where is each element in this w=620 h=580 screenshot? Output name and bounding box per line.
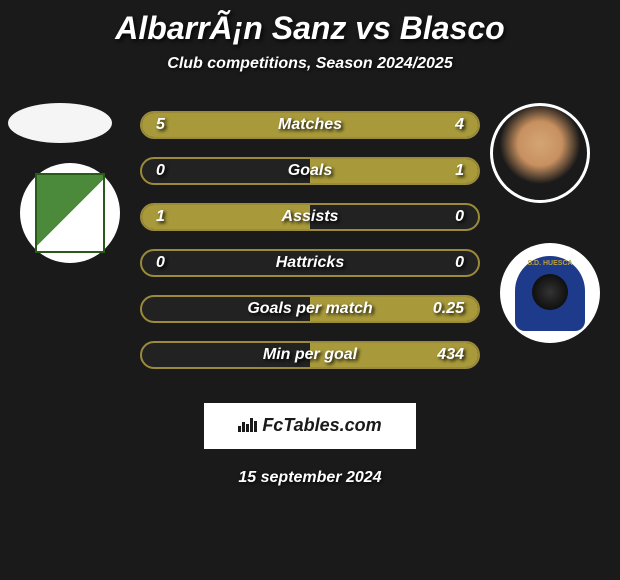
stats-list: 5 Matches 4 0 Goals 1 1 Assists 0 <box>140 111 480 387</box>
club-left-badge <box>20 163 120 263</box>
comparison-card: AlbarrÃ¡n Sanz vs Blasco Club competitio… <box>0 0 620 497</box>
stat-row-matches: 5 Matches 4 <box>140 111 480 139</box>
stat-value-right: 1 <box>455 162 464 180</box>
player-right-avatar <box>490 103 590 203</box>
stat-value-right: 0.25 <box>433 300 464 318</box>
stat-value-right: 4 <box>455 116 464 134</box>
stat-row-assists: 1 Assists 0 <box>140 203 480 231</box>
main-area: S.D. HUESCA 5 Matches 4 0 Goals 1 1 <box>0 103 620 383</box>
stat-row-gpm: Goals per match 0.25 <box>140 295 480 323</box>
stat-label: Min per goal <box>142 346 478 364</box>
stat-value-right: 434 <box>437 346 464 364</box>
stat-row-mpg: Min per goal 434 <box>140 341 480 369</box>
stat-row-goals: 0 Goals 1 <box>140 157 480 185</box>
brand-text: FcTables.com <box>262 415 381 435</box>
page-title: AlbarrÃ¡n Sanz vs Blasco <box>0 10 620 47</box>
stat-value-right: 0 <box>455 254 464 272</box>
club-left-shield <box>35 173 105 253</box>
stat-label: Goals <box>142 162 478 180</box>
club-right-shield: S.D. HUESCA <box>515 256 585 331</box>
player-left-avatar <box>8 103 112 143</box>
footer: FcTables.com 15 september 2024 <box>0 403 620 487</box>
stat-row-hattricks: 0 Hattricks 0 <box>140 249 480 277</box>
chart-icon <box>238 416 258 437</box>
stat-label: Assists <box>142 208 478 226</box>
club-right-label: S.D. HUESCA <box>515 260 585 267</box>
stat-label: Goals per match <box>142 300 478 318</box>
subtitle: Club competitions, Season 2024/2025 <box>0 55 620 73</box>
brand-box: FcTables.com <box>204 403 415 449</box>
stat-value-right: 0 <box>455 208 464 226</box>
stat-label: Hattricks <box>142 254 478 272</box>
date-label: 15 september 2024 <box>0 469 620 487</box>
stat-label: Matches <box>142 116 478 134</box>
club-right-badge: S.D. HUESCA <box>500 243 600 343</box>
